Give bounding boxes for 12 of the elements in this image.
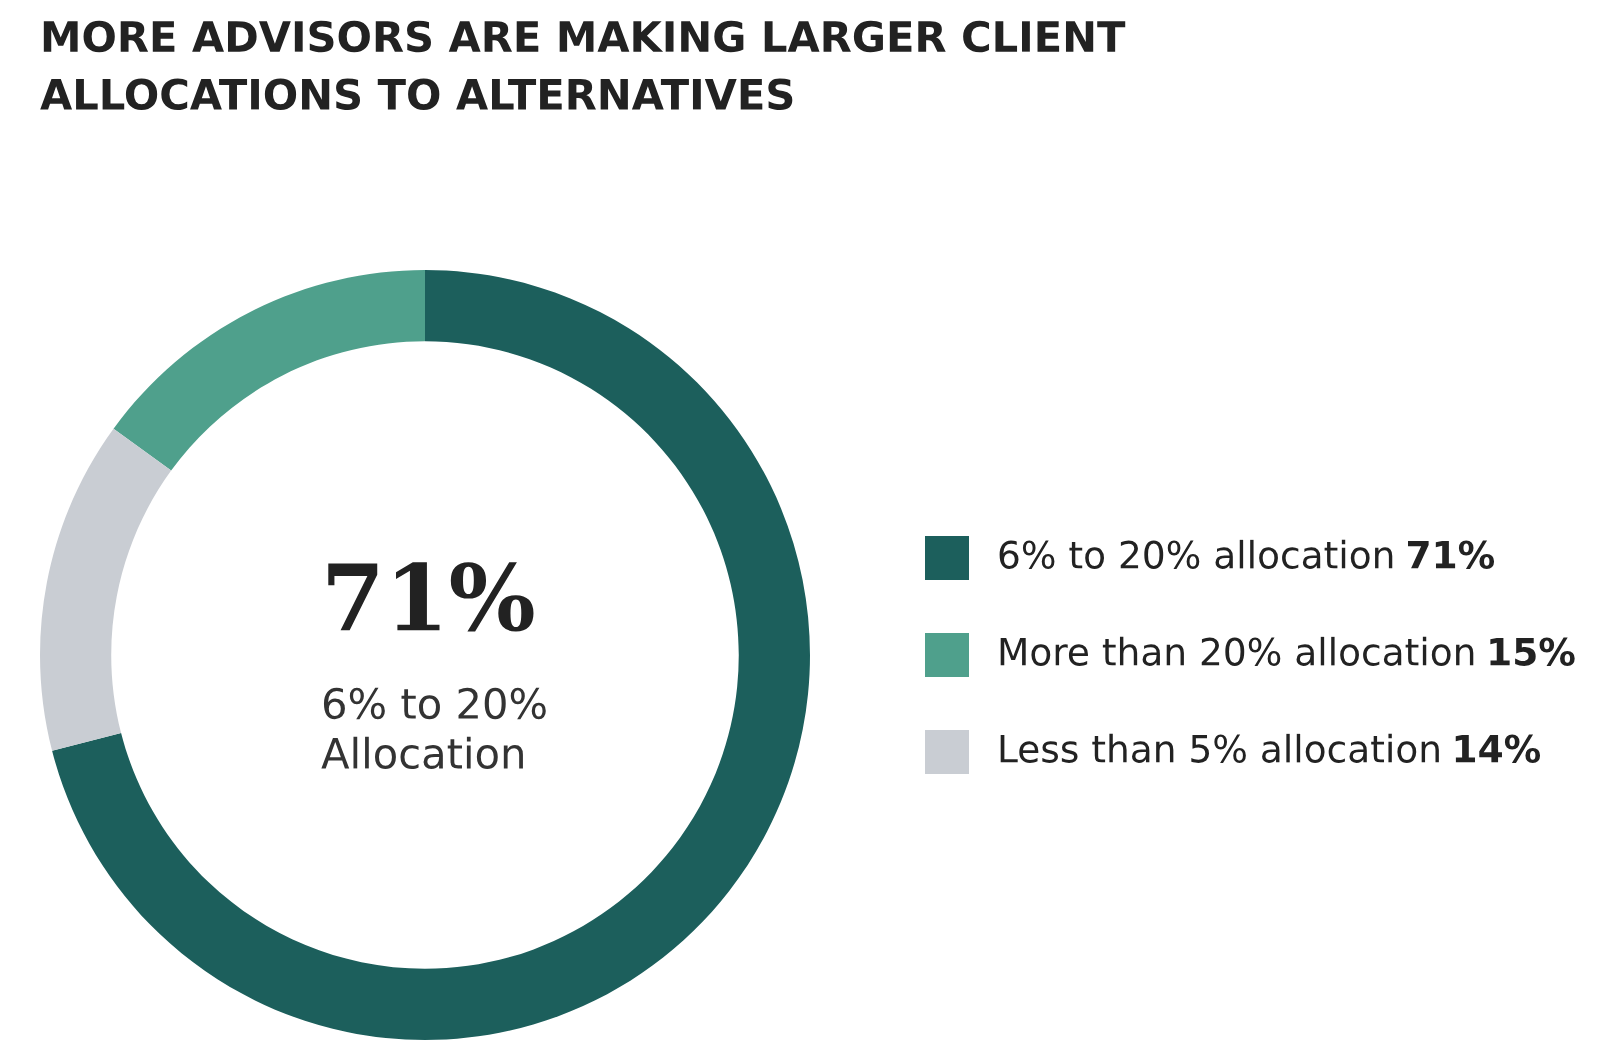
data-label: 14% [1455, 734, 1541, 763]
donut-slice [52, 270, 810, 1040]
legend-label: More than 20% allocation [1000, 636, 1474, 666]
data-label: 15% [1490, 637, 1575, 666]
donut-slice [113, 270, 425, 471]
legend-label: 6% to 20% allocation [999, 539, 1393, 569]
legend-label: Less than 5% allocation [1000, 733, 1439, 763]
donut-slice [40, 428, 172, 751]
chart-title: MORE ADVISORS ARE MAKING LARGER CLIENT ALLOCATIONS TO ALTERNATIVES [40, 20, 1126, 110]
data-label: 71% [1408, 540, 1495, 569]
text: 71% [328, 562, 534, 632]
text: 6% to 20% Allocation [321, 687, 546, 769]
